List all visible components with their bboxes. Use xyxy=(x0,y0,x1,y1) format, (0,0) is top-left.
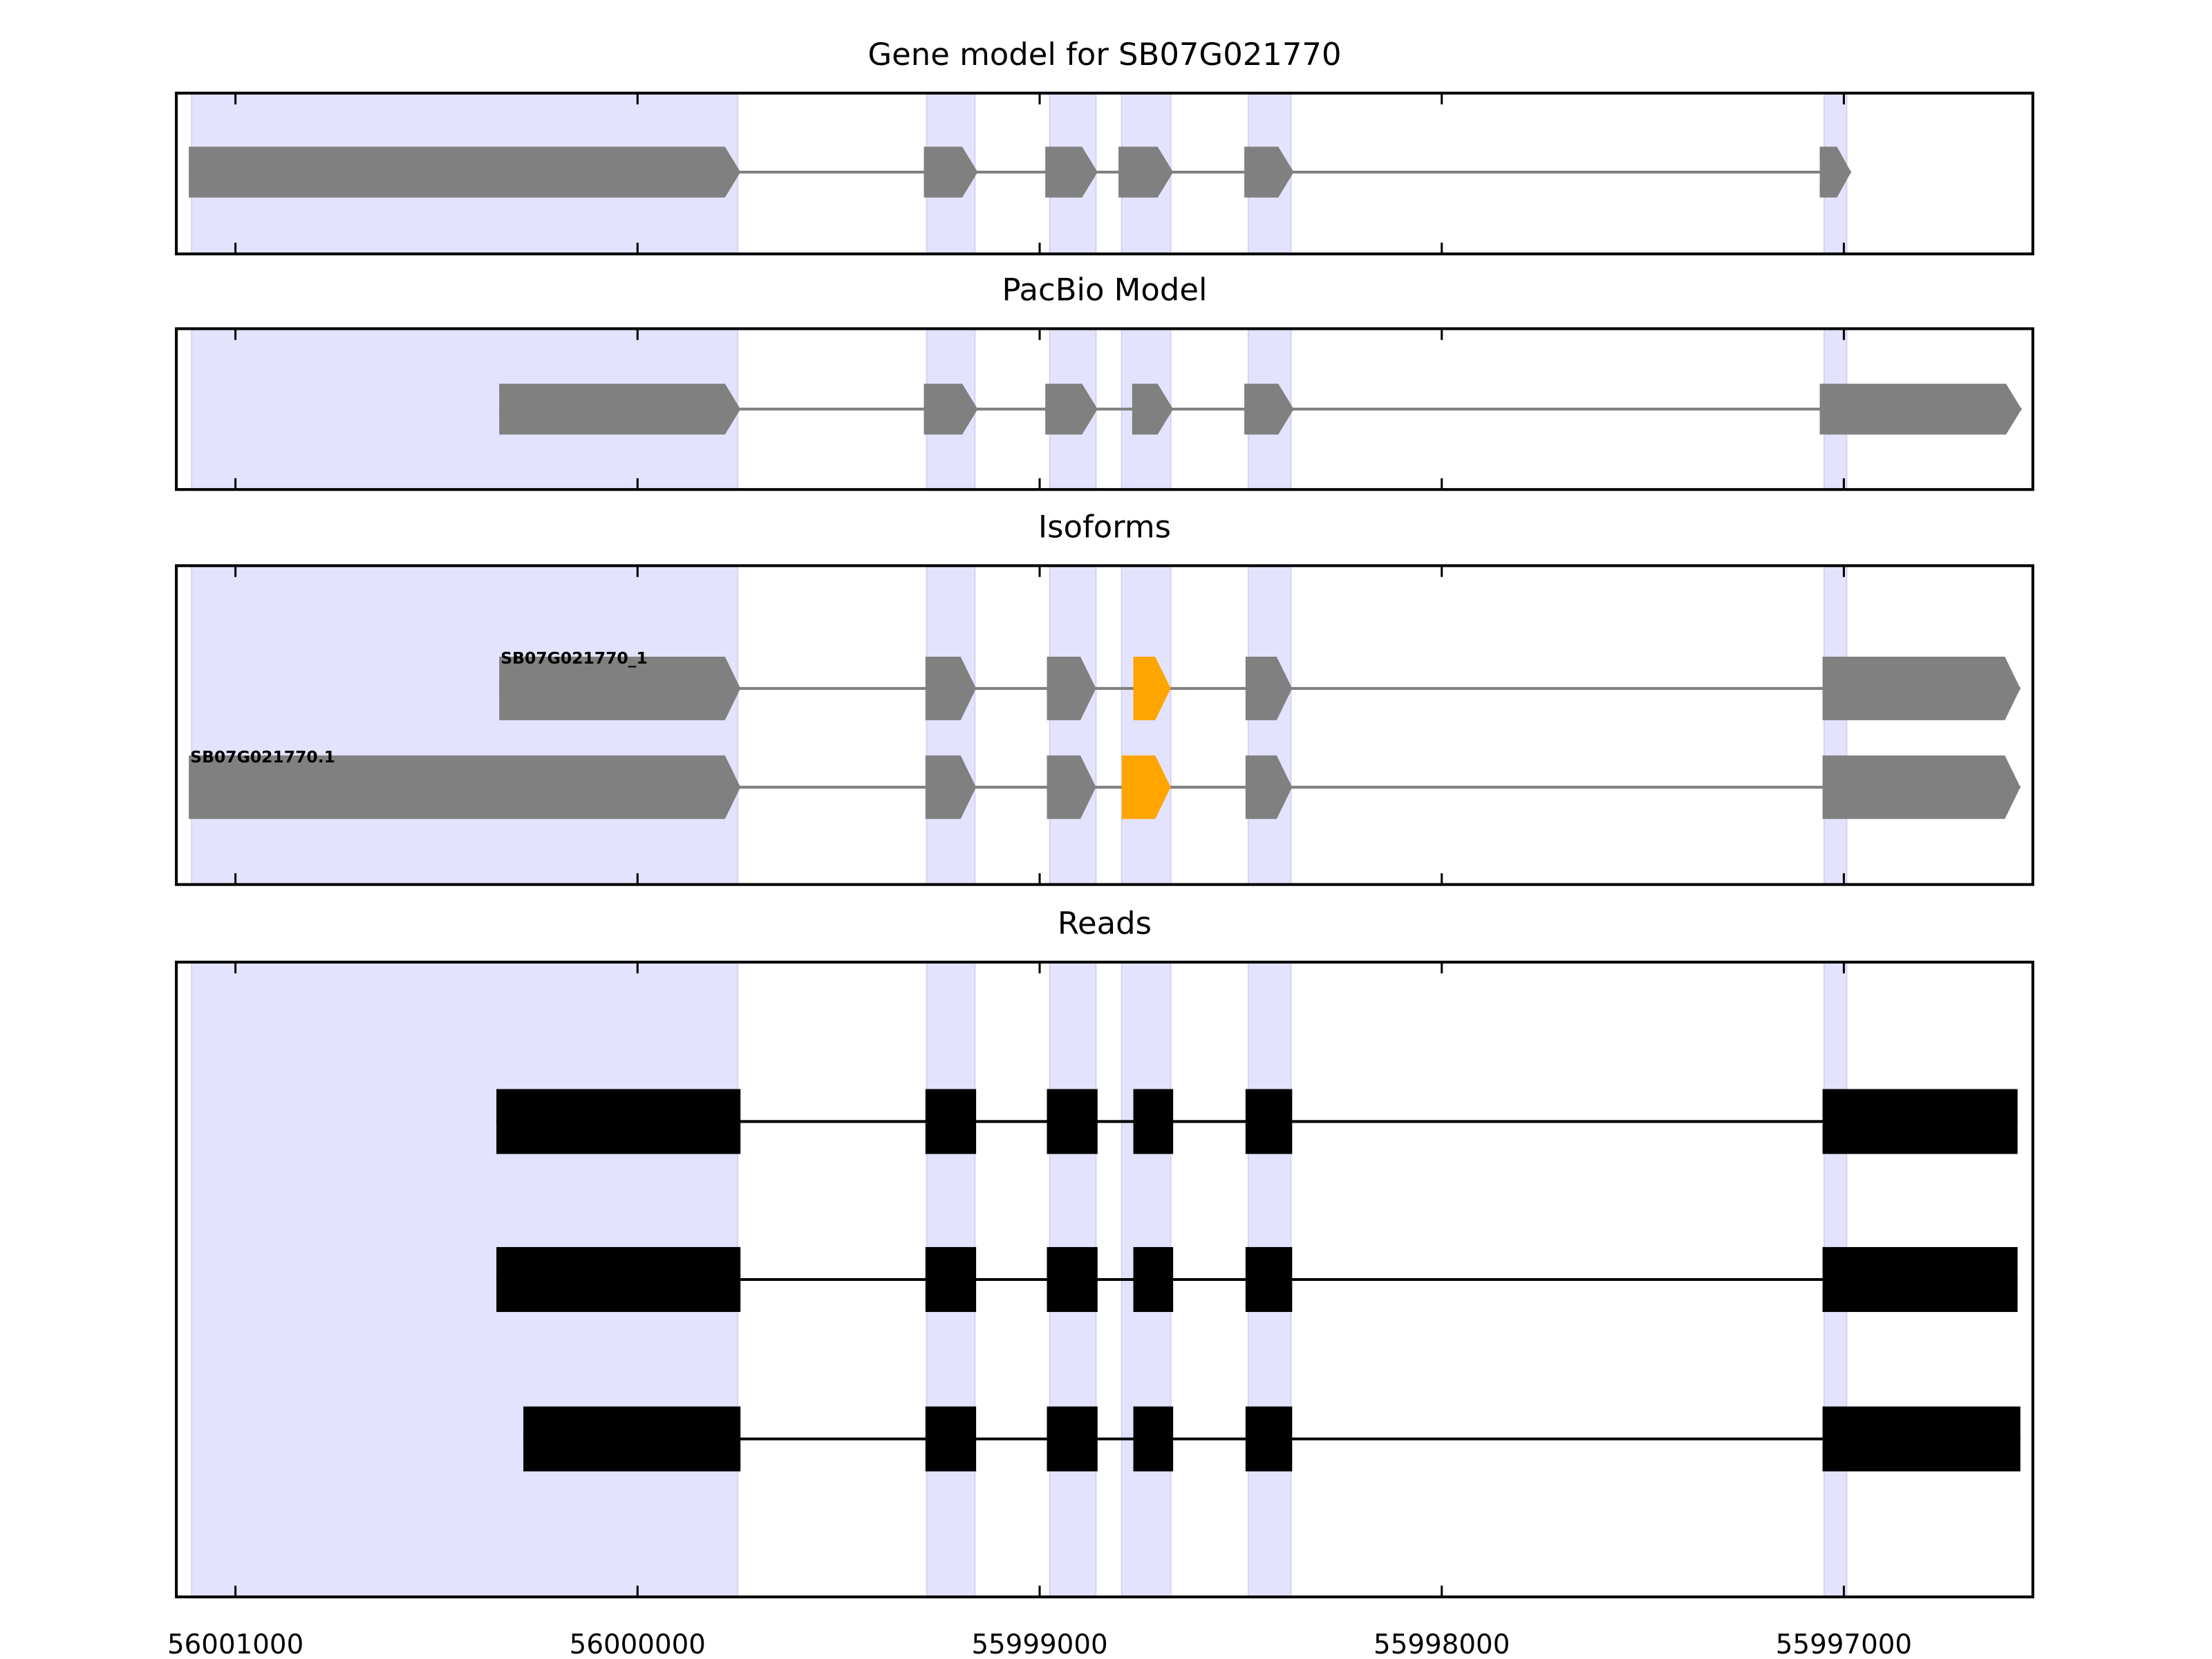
exon xyxy=(499,657,741,720)
exon xyxy=(1121,755,1171,819)
shaded-exon-region xyxy=(1121,565,1172,885)
exon xyxy=(1822,1247,2018,1312)
exon xyxy=(1244,384,1294,435)
exon xyxy=(523,1406,741,1472)
shaded-exon-region xyxy=(1247,565,1292,885)
panel-title: Gene model for SB07G021770 xyxy=(868,36,1341,73)
exon xyxy=(1133,1247,1174,1312)
isoform-label: SB07G021770.1 xyxy=(190,747,335,767)
x-tick-label: 55998000 xyxy=(1374,1629,1510,1659)
exon xyxy=(496,1089,741,1154)
exon xyxy=(1132,384,1174,435)
exon xyxy=(1118,147,1174,198)
exon xyxy=(1045,384,1098,435)
exon xyxy=(1133,657,1171,720)
exon xyxy=(1244,147,1294,198)
exon xyxy=(925,1406,977,1472)
shaded-exon-region xyxy=(191,565,739,885)
exon xyxy=(1245,1089,1293,1154)
panel-3: Reads xyxy=(175,905,2034,1599)
shaded-exon-region xyxy=(926,565,976,885)
panel-frame xyxy=(175,960,2034,1599)
exon xyxy=(1133,1089,1174,1154)
panel-2: Isoforms SB07G021770_1 SB07G021770.1 xyxy=(175,509,2034,886)
exon xyxy=(1822,657,2021,720)
exon xyxy=(925,657,977,720)
panel-frame xyxy=(175,91,2034,256)
x-tick-label: 55997000 xyxy=(1776,1629,1912,1659)
panel-title: Reads xyxy=(1058,905,1152,941)
panel-0: Gene model for SB07G021770 xyxy=(175,36,2034,256)
exon xyxy=(1045,147,1098,198)
exon xyxy=(1047,1247,1098,1312)
exon xyxy=(1822,1089,2018,1154)
exon xyxy=(1047,1089,1098,1154)
x-tick-label: 56000000 xyxy=(570,1629,706,1659)
exon xyxy=(1822,755,2021,819)
exon xyxy=(189,147,741,198)
exon xyxy=(924,384,978,435)
panel-title: PacBio Model xyxy=(1002,272,1207,308)
exon xyxy=(1047,657,1096,720)
exon xyxy=(1245,755,1293,819)
panel-title: Isoforms xyxy=(1038,509,1171,545)
x-tick-label: 55999000 xyxy=(971,1629,1107,1659)
exon xyxy=(1245,1247,1293,1312)
exon xyxy=(1819,147,1851,198)
exon xyxy=(925,755,977,819)
exon xyxy=(1133,1406,1174,1472)
shaded-exon-region xyxy=(1049,565,1097,885)
exon xyxy=(925,1089,977,1154)
exon xyxy=(1245,657,1293,720)
exon xyxy=(496,1247,741,1312)
exon xyxy=(924,147,978,198)
shaded-exon-region xyxy=(1823,565,1848,885)
exon xyxy=(1819,384,2022,435)
x-axis: 56001000 56000000 55999000 55998000 55997000 xyxy=(167,1629,1912,1659)
exon xyxy=(1047,1406,1098,1472)
panel-frame xyxy=(175,327,2034,491)
panel-frame xyxy=(175,564,2034,886)
exon xyxy=(925,1247,977,1312)
exon xyxy=(189,755,741,819)
x-tick-label: 56001000 xyxy=(167,1629,303,1659)
exon xyxy=(1047,755,1096,819)
isoform-label: SB07G021770_1 xyxy=(500,648,648,668)
exon xyxy=(1245,1406,1293,1472)
exon xyxy=(1822,1406,2021,1472)
panel-1: PacBio Model xyxy=(175,272,2034,491)
exon xyxy=(499,384,741,435)
